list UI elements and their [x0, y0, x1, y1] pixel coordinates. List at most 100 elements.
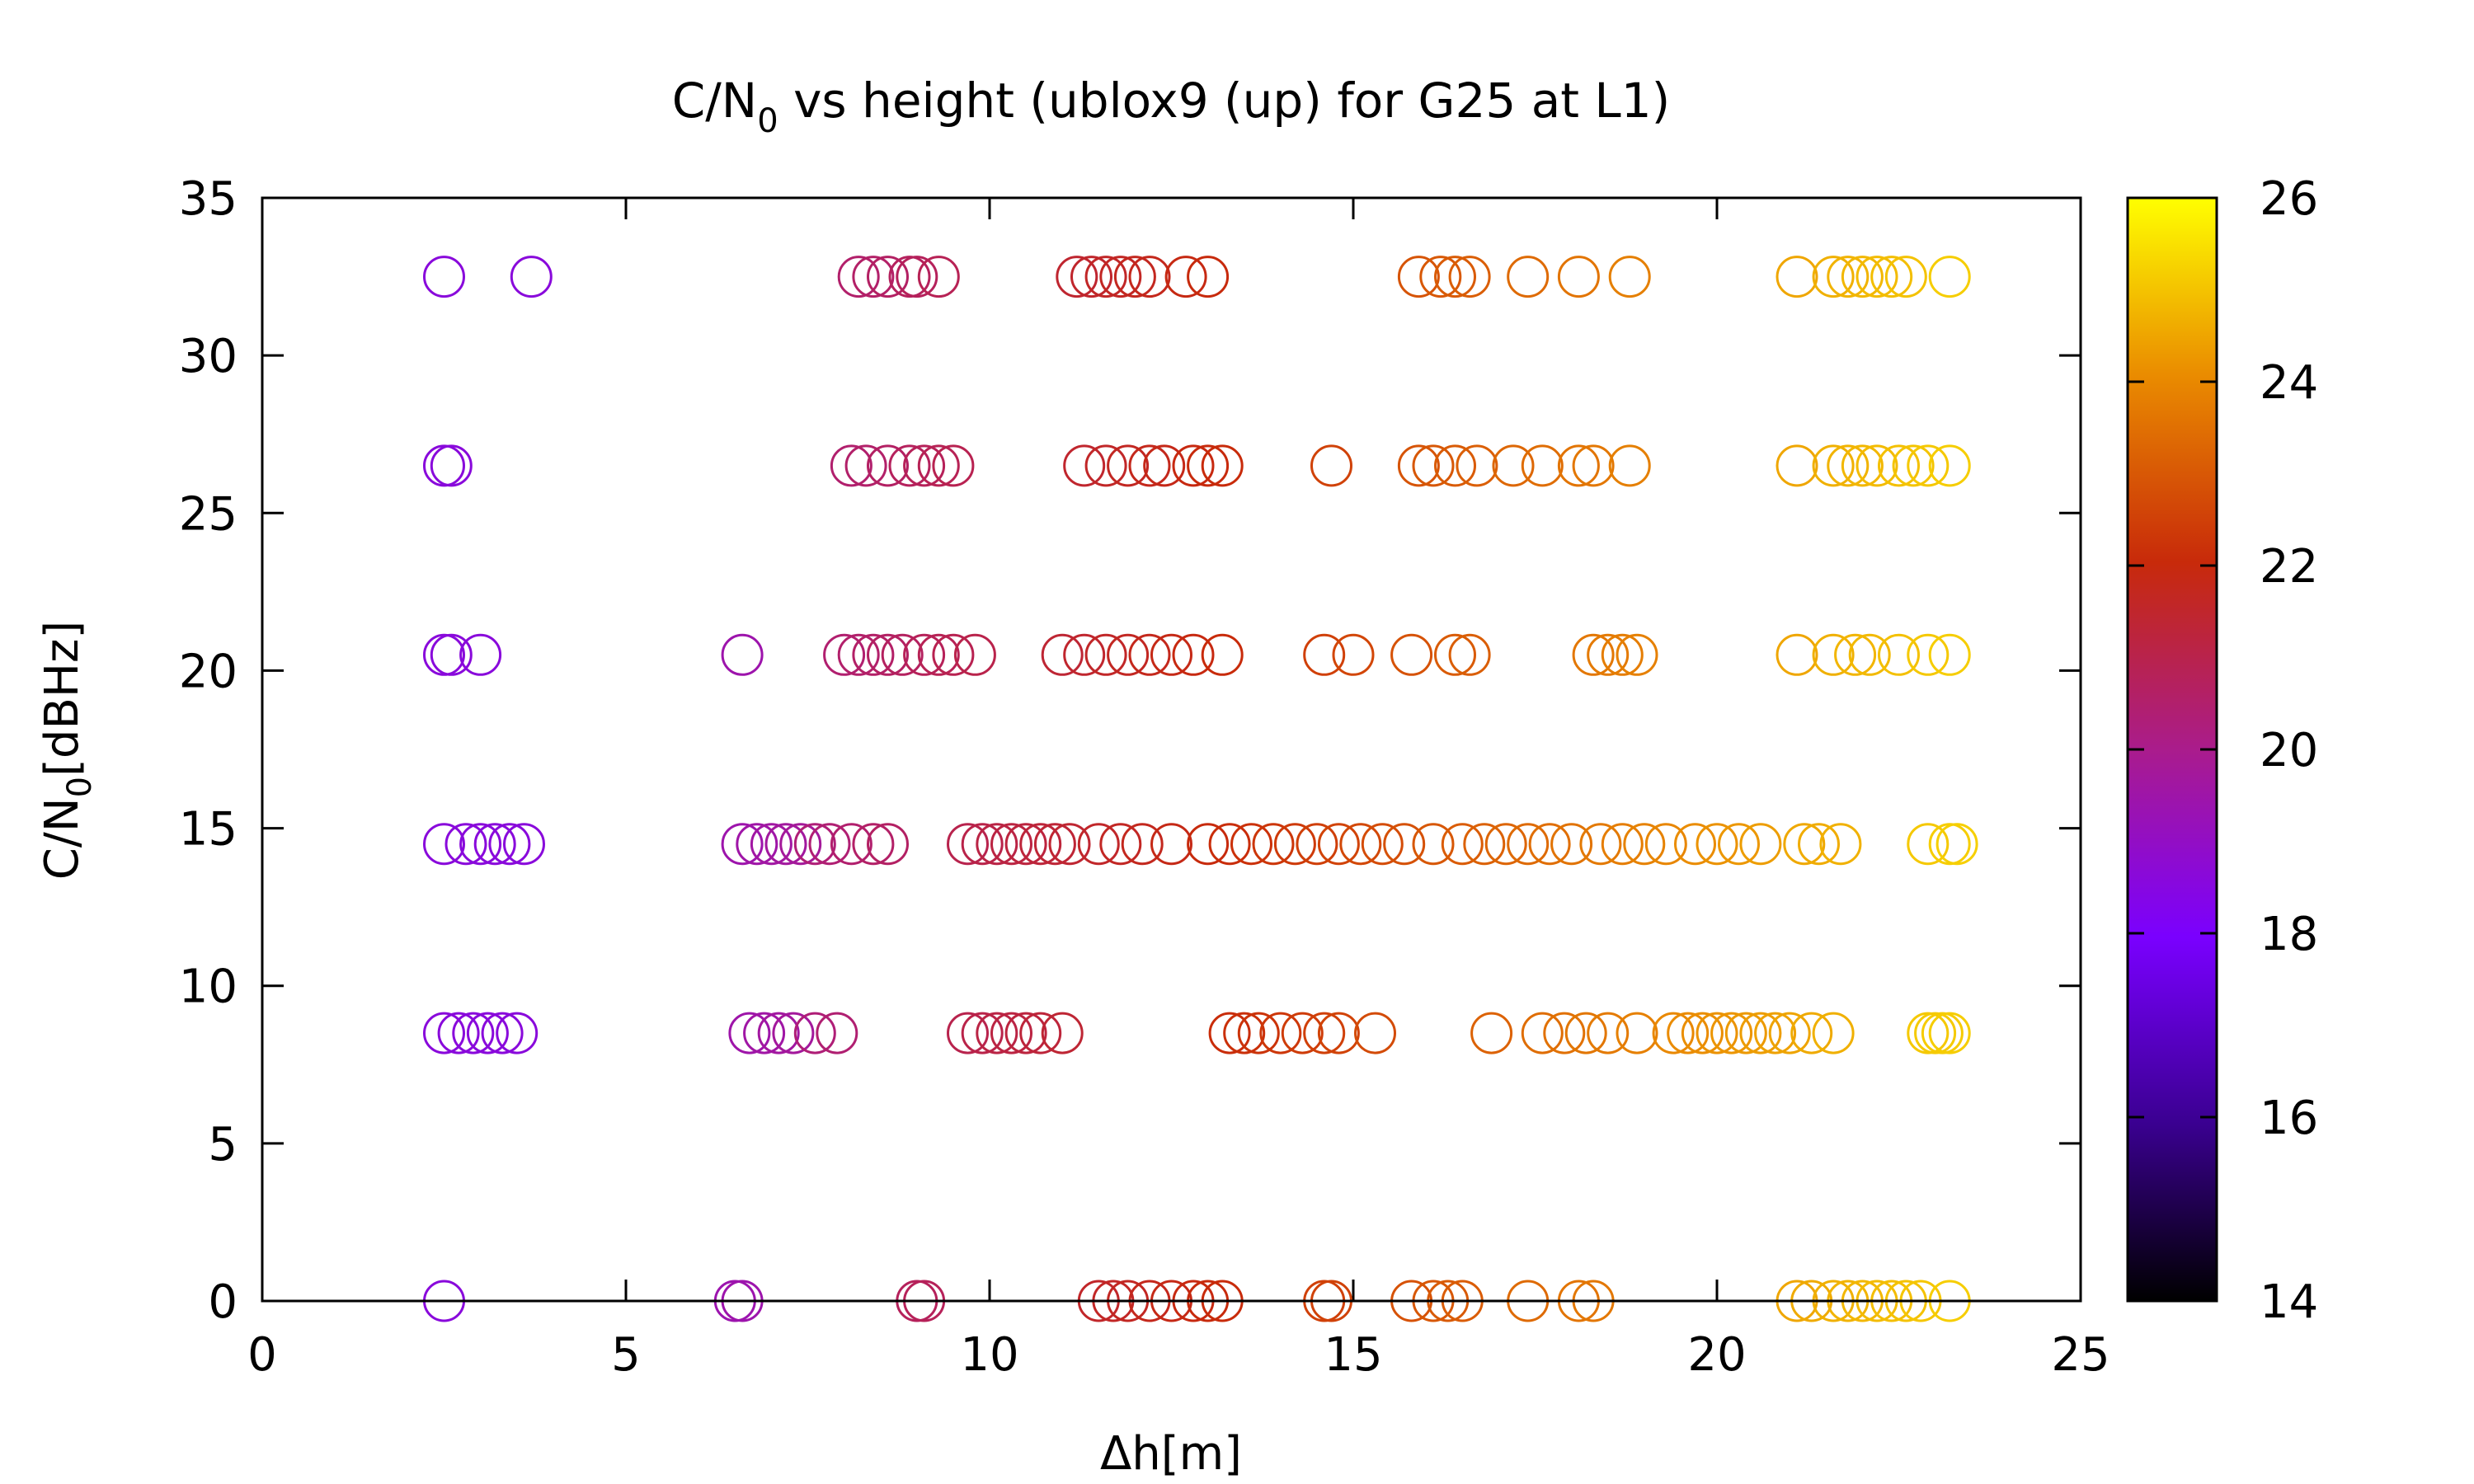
data-point: [1019, 1012, 1062, 1054]
data-point: [1935, 823, 1978, 866]
data-point: [1652, 1012, 1695, 1054]
data-point: [423, 1012, 465, 1054]
data-point: [764, 823, 807, 866]
data-point: [1521, 444, 1564, 487]
data-point: [1907, 633, 1950, 676]
data-point: [1172, 444, 1215, 487]
plot-frame: [261, 196, 2082, 1303]
x-tick-label: 15: [1324, 1328, 1382, 1382]
data-points: [423, 256, 1978, 1322]
data-point: [1172, 633, 1215, 676]
data-point: [1543, 1012, 1586, 1054]
data-point: [1419, 256, 1462, 298]
data-point: [1128, 256, 1171, 298]
data-point: [1928, 444, 1971, 487]
data-point: [1281, 1012, 1324, 1054]
y-tick-label: 30: [179, 330, 238, 383]
data-point: [1623, 823, 1666, 866]
data-point: [1128, 633, 1171, 676]
data-point: [1608, 444, 1651, 487]
data-point: [881, 633, 924, 676]
data-point: [1841, 444, 1884, 487]
data-point: [1776, 256, 1818, 298]
data-point: [1907, 444, 1950, 487]
y-axis-label: C/N0[dBHz]: [35, 621, 99, 880]
data-point: [852, 633, 895, 676]
data-point: [1033, 823, 1076, 866]
data-point: [1448, 633, 1491, 676]
data-point: [1921, 1012, 1964, 1054]
data-point: [423, 444, 465, 487]
x-tick-label: 20: [1687, 1328, 1746, 1382]
x-tick-label: 10: [960, 1328, 1018, 1382]
data-point: [1230, 823, 1272, 866]
data-point: [1201, 633, 1244, 676]
data-point: [466, 1012, 509, 1054]
data-point: [1834, 633, 1877, 676]
data-point: [1259, 1012, 1302, 1054]
data-point: [423, 823, 465, 866]
data-point: [1056, 256, 1098, 298]
data-point: [459, 823, 502, 866]
chart-title: C/N0 vs height (ublox9 (up) for G25 at L…: [672, 73, 1671, 140]
data-point: [852, 823, 895, 866]
colorbar-tick-label: 20: [2260, 724, 2318, 777]
data-point: [1237, 1012, 1280, 1054]
data-point: [1557, 256, 1600, 298]
data-point: [1718, 823, 1760, 866]
data-point: [1812, 633, 1855, 676]
data-point: [1121, 823, 1164, 866]
data-point: [488, 823, 531, 866]
data-point: [1434, 444, 1476, 487]
data-point: [1339, 823, 1382, 866]
data-point: [976, 1012, 1018, 1054]
data-point: [772, 1012, 815, 1054]
data-point: [1441, 823, 1484, 866]
y-tick-label: 35: [179, 172, 238, 226]
data-point: [1048, 823, 1091, 866]
data-point: [793, 823, 836, 866]
data-point: [837, 633, 880, 676]
data-point: [728, 1012, 771, 1054]
data-point: [1390, 633, 1433, 676]
data-point: [1884, 256, 1927, 298]
data-point: [452, 1012, 495, 1054]
data-point: [779, 823, 822, 866]
data-point: [1856, 256, 1898, 298]
data-point: [1616, 633, 1658, 676]
data-point: [867, 256, 909, 298]
data-point: [1907, 823, 1950, 866]
data-point: [1587, 633, 1630, 676]
data-point: [1841, 256, 1884, 298]
data-point: [1084, 444, 1127, 487]
data-point: [1361, 823, 1404, 866]
data-point: [736, 823, 778, 866]
data-point: [867, 444, 909, 487]
colorbar-tick-label: 14: [2260, 1275, 2318, 1329]
data-point: [1528, 823, 1571, 866]
data-point: [1150, 823, 1192, 866]
data-point: [823, 633, 866, 676]
data-point: [1077, 823, 1120, 866]
data-point: [1892, 444, 1935, 487]
data-point: [1317, 823, 1360, 866]
data-point: [1484, 823, 1527, 866]
data-point: [830, 823, 872, 866]
data-point: [1827, 444, 1870, 487]
data-point: [1107, 633, 1150, 676]
data-point: [1128, 444, 1171, 487]
data-point: [1914, 1012, 1957, 1054]
data-point: [1187, 444, 1230, 487]
data-point: [1113, 256, 1156, 298]
y-tick-label: 0: [208, 1275, 238, 1329]
data-point: [1601, 633, 1644, 676]
data-point: [1434, 256, 1476, 298]
data-point: [1463, 823, 1506, 866]
data-point: [1397, 444, 1440, 487]
data-point: [1041, 1012, 1084, 1054]
data-point: [1928, 633, 1971, 676]
data-point: [1208, 1012, 1251, 1054]
data-point: [917, 633, 960, 676]
data-point: [1550, 823, 1593, 866]
data-point: [1768, 1012, 1811, 1054]
